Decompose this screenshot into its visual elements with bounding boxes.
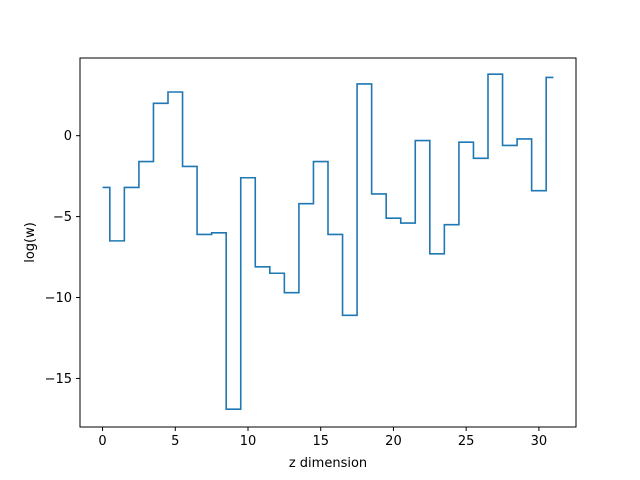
- x-tick-label: 0: [98, 434, 106, 449]
- y-axis-label: log(w): [23, 222, 38, 263]
- axes-frame: [79, 57, 577, 428]
- x-tick-label: 30: [531, 434, 548, 449]
- x-tick-label: 10: [240, 434, 257, 449]
- x-axis-label: z dimension: [289, 456, 367, 471]
- x-tick-label: 15: [312, 434, 329, 449]
- y-tick-label: −5: [53, 210, 72, 225]
- plot-area: [102, 73, 554, 410]
- y-tick-label: 0: [64, 129, 72, 144]
- series-step-line: [102, 73, 554, 410]
- x-axis-ticks: 0 5 10 15 20 25 30: [98, 427, 547, 449]
- y-tick-label: −10: [45, 291, 72, 306]
- y-axis-ticks: −15 −10 −5 0: [45, 129, 80, 387]
- x-tick-label: 25: [458, 434, 475, 449]
- y-tick-label: −15: [45, 372, 72, 387]
- x-tick-label: 20: [385, 434, 402, 449]
- x-tick-label: 5: [171, 434, 179, 449]
